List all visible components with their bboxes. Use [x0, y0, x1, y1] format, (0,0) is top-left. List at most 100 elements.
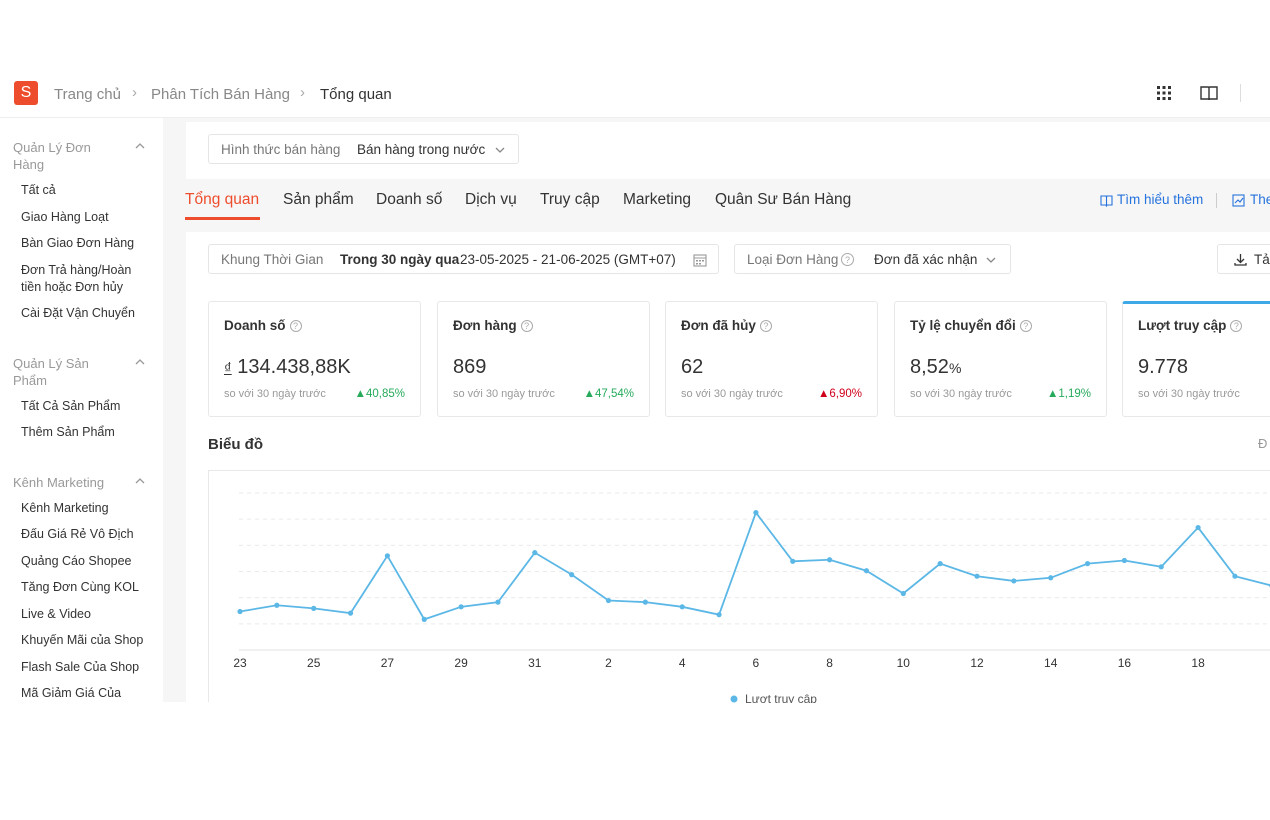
data-point[interactable] — [679, 604, 685, 610]
sidebar-item-all-products[interactable]: Tất Cả Sản Phẩm — [21, 399, 121, 413]
order-type-select[interactable]: Loại Đơn Hàng ? Đơn đã xác nhận — [734, 244, 1011, 274]
kpi-change-text: 1,19% — [1058, 388, 1091, 400]
x-tick-label: 6 — [753, 656, 760, 670]
link-divider — [1216, 193, 1217, 208]
help-icon[interactable]: ? — [1019, 320, 1032, 332]
data-point[interactable] — [1048, 575, 1054, 581]
data-point[interactable] — [642, 599, 648, 605]
data-point[interactable] — [421, 616, 427, 622]
tab-traffic[interactable]: Truy cập — [540, 191, 600, 208]
filter-panel: Khung Thời Gian Trong 30 ngày qua 23-05-… — [186, 232, 1270, 287]
data-point[interactable] — [753, 510, 759, 516]
sidebar-item-handover[interactable]: Bàn Giao Đơn Hàng — [21, 236, 135, 250]
kpi-title: Tỷ lệ chuyển đổi? — [910, 318, 1032, 333]
help-icon[interactable]: ? — [520, 320, 533, 332]
tab-revenue[interactable]: Doanh số — [376, 191, 443, 208]
data-point[interactable] — [1121, 557, 1127, 564]
legend-label[interactable]: Lượt truy cập — [745, 692, 817, 706]
data-point[interactable] — [274, 602, 280, 608]
line-chart: 23 25 27 29 31 2 4 6 8 10 12 14 16 18 Lượt truy cập — [233, 492, 1270, 706]
breadcrumb-sales-analysis[interactable]: Phân Tích Bán Hàng — [151, 86, 290, 103]
sidebar-item-shopee-ads[interactable]: Quảng Cáo Shopee — [21, 554, 132, 568]
help-icon[interactable]: ? — [289, 320, 302, 332]
sidebar-item-vouchers[interactable]: Mã Giảm Giá Của — [21, 686, 122, 700]
chevron-up-icon[interactable] — [134, 140, 146, 152]
series-line — [239, 510, 1270, 621]
time-label: Khung Thời Gian — [221, 252, 324, 267]
sales-type-select[interactable]: Hình thức bán hàng Bán hàng trong nước — [208, 134, 519, 164]
data-point[interactable] — [937, 561, 943, 567]
sidebar-item-marketing-channel[interactable]: Kênh Marketing — [21, 501, 109, 515]
kpi-card-revenue[interactable]: Doanh số? ₫ 134.438,88K so với 30 ngày t… — [208, 301, 421, 417]
sidebar-item-add-product[interactable]: Thêm Sản Phẩm — [21, 425, 115, 439]
data-point[interactable] — [863, 568, 870, 574]
tab-overview[interactable]: Tổng quan — [185, 191, 260, 208]
sidebar-section-products[interactable]: Quản Lý Sản Phẩm — [13, 356, 89, 388]
tab-marketing[interactable]: Marketing — [623, 191, 692, 208]
tab-products[interactable]: Sản phẩm — [283, 191, 354, 208]
x-tick-label: 18 — [1191, 656, 1205, 670]
sidebar-item-flash-sale[interactable]: Flash Sale Của Shop — [21, 660, 140, 674]
data-point[interactable] — [827, 557, 833, 563]
kpi-card-conversion[interactable]: Tỷ lệ chuyển đổi? 8,52% so với 30 ngày t… — [894, 301, 1107, 417]
kpi-change: ▲40,85% — [355, 388, 405, 400]
x-tick-label: 27 — [381, 656, 395, 670]
data-point[interactable] — [458, 604, 464, 610]
tab-sales-advisor[interactable]: Quân Sư Bán Hàng — [715, 191, 852, 208]
x-tick-label: 2 — [605, 656, 612, 670]
time-range-picker[interactable]: Khung Thời Gian Trong 30 ngày qua 23-05-… — [208, 244, 719, 274]
sidebar-section-marketing[interactable]: Kênh Marketing — [13, 475, 105, 490]
tab-services[interactable]: Dịch vụ — [465, 191, 517, 208]
data-point[interactable] — [311, 605, 317, 611]
data-point[interactable] — [347, 610, 354, 616]
chevron-down-icon — [495, 147, 505, 153]
sidebar-item-live-video[interactable]: Live & Video — [21, 607, 91, 621]
other-link[interactable]: The — [1250, 192, 1270, 207]
sidebar-item-auction[interactable]: Đấu Giá Rẻ Vô Địch — [21, 527, 134, 541]
kpi-card-cancelled[interactable]: Đơn đã hủy? 62 so với 30 ngày trước ▲6,9… — [665, 301, 878, 417]
data-point[interactable] — [605, 597, 612, 604]
data-point[interactable] — [237, 608, 243, 615]
data-point[interactable] — [532, 550, 538, 556]
data-point[interactable] — [1084, 561, 1091, 567]
data-point[interactable] — [495, 599, 501, 605]
breadcrumb-home[interactable]: Trang chủ — [54, 86, 121, 103]
learn-more-link[interactable]: Tìm hiểu thêm — [1117, 192, 1204, 207]
sidebar-item-bulk-ship[interactable]: Giao Hàng Loạt — [21, 210, 109, 224]
chevron-down-icon — [986, 257, 996, 263]
sidebar-item-returns[interactable]: Đơn Trả hàng/Hoàn tiền hoặc Đơn hủy — [21, 263, 132, 294]
help-icon[interactable]: ? — [841, 253, 854, 266]
kpi-title-text: Doanh số — [224, 318, 286, 333]
data-point[interactable] — [716, 612, 722, 618]
data-point[interactable] — [384, 553, 390, 559]
data-point[interactable] — [1158, 564, 1164, 570]
chart-section-right[interactable]: Đ — [1258, 436, 1268, 451]
x-tick-label: 10 — [897, 656, 911, 670]
data-point[interactable] — [790, 558, 796, 564]
data-point[interactable] — [1195, 524, 1201, 531]
kpi-card-visits[interactable]: Lượt truy cập? 9.778 so với 30 ngày trướ… — [1122, 301, 1270, 417]
help-icon[interactable]: ? — [1230, 320, 1243, 332]
sidebar-section-orders[interactable]: Quản Lý Đơn Hàng — [13, 140, 91, 172]
data-point[interactable] — [1232, 573, 1238, 579]
export-label: Tả — [1254, 252, 1270, 267]
kpi-compare: so với 30 ngày trước — [910, 388, 1012, 400]
help-icon[interactable]: ? — [759, 320, 772, 332]
shopee-logo[interactable]: S — [14, 81, 38, 105]
data-point[interactable] — [569, 572, 575, 578]
data-point[interactable] — [900, 590, 906, 597]
grid-icon[interactable] — [1153, 82, 1175, 104]
book-icon[interactable] — [1198, 82, 1220, 104]
kpi-card-orders[interactable]: Đơn hàng? 869 so với 30 ngày trước ▲47,5… — [437, 301, 650, 417]
sidebar-item-shipping-settings[interactable]: Cài Đặt Vận Chuyển — [21, 306, 135, 320]
sidebar-item-shop-promo[interactable]: Khuyến Mãi của Shop — [21, 633, 144, 647]
top-header: S Trang chủ › Phân Tích Bán Hàng › Tổng … — [0, 70, 1270, 118]
export-button[interactable]: Tả — [1217, 244, 1270, 274]
sidebar-item-kol[interactable]: Tăng Đơn Cùng KOL — [21, 580, 139, 594]
data-point[interactable] — [1011, 578, 1017, 584]
chevron-up-icon[interactable] — [134, 356, 146, 368]
sales-type-panel: Hình thức bán hàng Bán hàng trong nước — [186, 122, 1270, 179]
sidebar-item-all-orders[interactable]: Tất cả — [21, 183, 56, 197]
data-point[interactable] — [974, 573, 980, 579]
chevron-up-icon[interactable] — [134, 475, 146, 487]
